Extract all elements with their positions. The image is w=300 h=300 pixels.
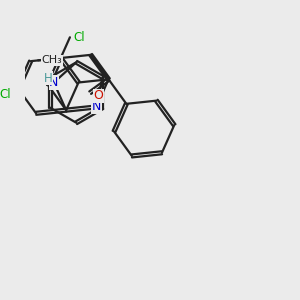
Text: H: H [44, 72, 53, 85]
Text: N: N [49, 76, 58, 89]
Text: Cl: Cl [73, 31, 85, 44]
Text: O: O [94, 89, 103, 102]
Text: N: N [92, 100, 101, 113]
Text: Cl: Cl [0, 88, 11, 101]
Text: CH₃: CH₃ [41, 56, 62, 65]
